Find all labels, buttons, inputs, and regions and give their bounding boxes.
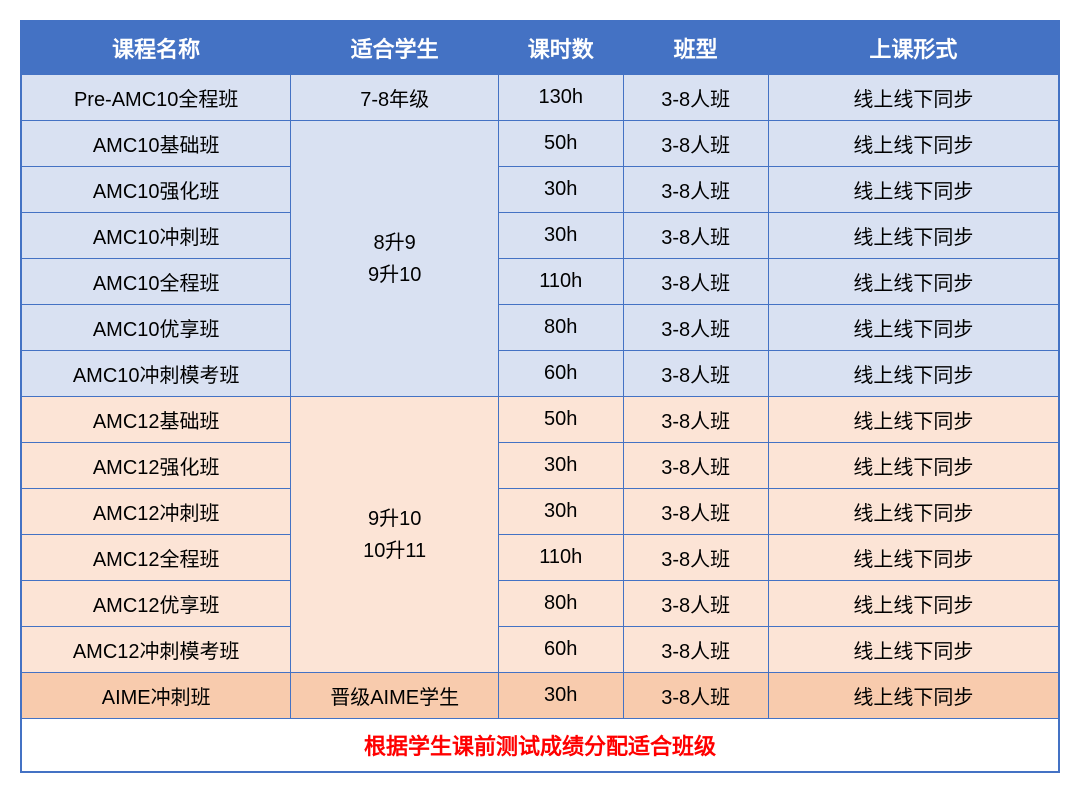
cell-mode: 线上线下同步	[768, 673, 1059, 719]
cell-hours: 50h	[498, 121, 623, 167]
cell-classtype: 3-8人班	[623, 259, 768, 305]
cell-course: AMC10冲刺班	[21, 213, 291, 259]
table-row: AMC10强化班 30h 3-8人班 线上线下同步	[21, 167, 1059, 213]
cell-course: AMC12冲刺模考班	[21, 627, 291, 673]
cell-course: AMC12冲刺班	[21, 489, 291, 535]
footer-row: 根据学生课前测试成绩分配适合班级	[21, 719, 1059, 773]
course-table: 课程名称 适合学生 课时数 班型 上课形式 Pre-AMC10全程班 7-8年级…	[20, 20, 1060, 773]
cell-student: 晋级AIME学生	[291, 673, 499, 719]
cell-hours: 30h	[498, 489, 623, 535]
cell-student: 7-8年级	[291, 75, 499, 121]
table-row: AMC12优享班 80h 3-8人班 线上线下同步	[21, 581, 1059, 627]
table-row: AMC10冲刺班 30h 3-8人班 线上线下同步	[21, 213, 1059, 259]
cell-course: AMC12优享班	[21, 581, 291, 627]
cell-classtype: 3-8人班	[623, 351, 768, 397]
footer-text: 根据学生课前测试成绩分配适合班级	[21, 719, 1059, 773]
cell-mode: 线上线下同步	[768, 397, 1059, 443]
table-header: 课程名称 适合学生 课时数 班型 上课形式	[21, 21, 1059, 75]
table-row: AMC12全程班 110h 3-8人班 线上线下同步	[21, 535, 1059, 581]
cell-course: AMC10基础班	[21, 121, 291, 167]
cell-mode: 线上线下同步	[768, 121, 1059, 167]
cell-student-merged: 8升9 9升10	[291, 121, 499, 397]
cell-course: AMC12强化班	[21, 443, 291, 489]
cell-classtype: 3-8人班	[623, 581, 768, 627]
cell-course: Pre-AMC10全程班	[21, 75, 291, 121]
table-row: AMC12冲刺班 30h 3-8人班 线上线下同步	[21, 489, 1059, 535]
cell-classtype: 3-8人班	[623, 121, 768, 167]
header-course: 课程名称	[21, 21, 291, 75]
table-row: AMC10基础班 8升9 9升10 50h 3-8人班 线上线下同步	[21, 121, 1059, 167]
cell-mode: 线上线下同步	[768, 443, 1059, 489]
cell-mode: 线上线下同步	[768, 627, 1059, 673]
header-classtype: 班型	[623, 21, 768, 75]
cell-classtype: 3-8人班	[623, 535, 768, 581]
cell-classtype: 3-8人班	[623, 627, 768, 673]
table-row: AMC12基础班 9升10 10升11 50h 3-8人班 线上线下同步	[21, 397, 1059, 443]
table-body: Pre-AMC10全程班 7-8年级 130h 3-8人班 线上线下同步 AMC…	[21, 75, 1059, 773]
cell-mode: 线上线下同步	[768, 305, 1059, 351]
cell-classtype: 3-8人班	[623, 305, 768, 351]
cell-mode: 线上线下同步	[768, 259, 1059, 305]
cell-course: AMC12全程班	[21, 535, 291, 581]
cell-hours: 50h	[498, 397, 623, 443]
table-row: AIME冲刺班 晋级AIME学生 30h 3-8人班 线上线下同步	[21, 673, 1059, 719]
cell-hours: 60h	[498, 627, 623, 673]
cell-hours: 80h	[498, 581, 623, 627]
header-row: 课程名称 适合学生 课时数 班型 上课形式	[21, 21, 1059, 75]
cell-mode: 线上线下同步	[768, 213, 1059, 259]
table-row: AMC12冲刺模考班 60h 3-8人班 线上线下同步	[21, 627, 1059, 673]
cell-course: AMC10冲刺模考班	[21, 351, 291, 397]
cell-classtype: 3-8人班	[623, 673, 768, 719]
table-row: AMC12强化班 30h 3-8人班 线上线下同步	[21, 443, 1059, 489]
cell-classtype: 3-8人班	[623, 75, 768, 121]
cell-course: AIME冲刺班	[21, 673, 291, 719]
cell-hours: 110h	[498, 259, 623, 305]
cell-course: AMC10全程班	[21, 259, 291, 305]
cell-mode: 线上线下同步	[768, 489, 1059, 535]
cell-course: AMC10强化班	[21, 167, 291, 213]
cell-hours: 110h	[498, 535, 623, 581]
cell-hours: 30h	[498, 167, 623, 213]
cell-classtype: 3-8人班	[623, 489, 768, 535]
student-line1: 8升9	[374, 232, 416, 254]
student-line2: 9升10	[368, 264, 421, 286]
cell-hours: 30h	[498, 443, 623, 489]
student-line1: 9升10	[368, 508, 421, 530]
cell-hours: 130h	[498, 75, 623, 121]
cell-classtype: 3-8人班	[623, 443, 768, 489]
cell-course: AMC10优享班	[21, 305, 291, 351]
cell-mode: 线上线下同步	[768, 75, 1059, 121]
table-row: Pre-AMC10全程班 7-8年级 130h 3-8人班 线上线下同步	[21, 75, 1059, 121]
header-student: 适合学生	[291, 21, 499, 75]
cell-mode: 线上线下同步	[768, 167, 1059, 213]
cell-student-merged: 9升10 10升11	[291, 397, 499, 673]
header-hours: 课时数	[498, 21, 623, 75]
cell-hours: 80h	[498, 305, 623, 351]
cell-classtype: 3-8人班	[623, 213, 768, 259]
cell-classtype: 3-8人班	[623, 397, 768, 443]
cell-mode: 线上线下同步	[768, 535, 1059, 581]
cell-hours: 30h	[498, 213, 623, 259]
cell-mode: 线上线下同步	[768, 581, 1059, 627]
student-line2: 10升11	[363, 540, 426, 562]
table-row: AMC10优享班 80h 3-8人班 线上线下同步	[21, 305, 1059, 351]
cell-course: AMC12基础班	[21, 397, 291, 443]
cell-mode: 线上线下同步	[768, 351, 1059, 397]
table-row: AMC10全程班 110h 3-8人班 线上线下同步	[21, 259, 1059, 305]
header-mode: 上课形式	[768, 21, 1059, 75]
cell-hours: 30h	[498, 673, 623, 719]
table-row: AMC10冲刺模考班 60h 3-8人班 线上线下同步	[21, 351, 1059, 397]
cell-classtype: 3-8人班	[623, 167, 768, 213]
cell-hours: 60h	[498, 351, 623, 397]
